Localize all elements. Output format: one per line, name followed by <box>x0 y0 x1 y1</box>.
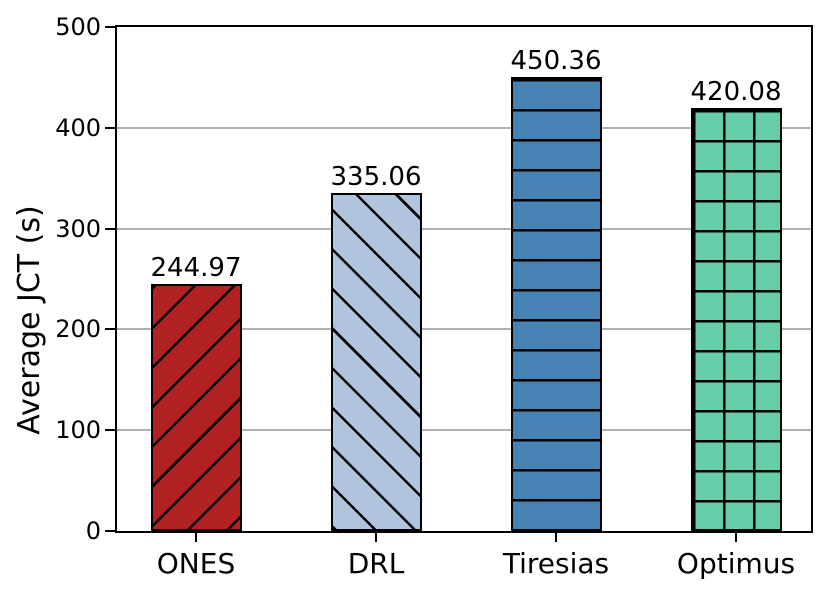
bar-value-label: 244.97 <box>150 253 242 284</box>
y-tick-label: 100 <box>55 416 101 445</box>
y-tick-label: 200 <box>55 315 101 344</box>
x-tick-label-ones: ONES <box>156 547 236 580</box>
x-tick-mark <box>375 533 377 542</box>
y-tick-label: 400 <box>55 113 101 142</box>
x-tick-label-optimus: Optimus <box>676 547 796 580</box>
y-tick-mark <box>105 26 115 28</box>
x-tick-label-tiresias: Tiresias <box>502 547 610 580</box>
gridline <box>117 126 811 129</box>
x-tick-mark <box>195 533 197 542</box>
y-tick-mark <box>105 126 115 129</box>
bar-group-optimus: 420.08 <box>690 27 782 531</box>
bar-tiresias <box>510 77 602 531</box>
y-tick-label: 0 <box>85 517 101 545</box>
bar-ones <box>150 284 242 531</box>
y-tick-mark <box>105 429 115 432</box>
bar-group-drl: 335.06 <box>330 27 422 531</box>
bar-group-ones: 244.97 <box>150 27 242 531</box>
bar-group-tiresias: 450.36 <box>510 27 602 531</box>
y-tick-label: 500 <box>55 13 101 41</box>
x-tick-label-drl: DRL <box>347 547 405 580</box>
y-tick-mark <box>105 530 115 532</box>
y-tick-label: 300 <box>55 214 101 243</box>
bar-value-label: 450.36 <box>510 46 602 77</box>
plot-area: 244.97 335.06 450.36 420.08 <box>115 25 813 533</box>
bar-optimus <box>690 107 782 531</box>
bar-drl <box>330 193 422 531</box>
bar-value-label: 420.08 <box>690 76 782 107</box>
y-tick-mark <box>105 227 115 230</box>
bar-value-label: 335.06 <box>330 162 422 193</box>
gridline <box>117 328 811 331</box>
y-tick-mark <box>105 328 115 331</box>
x-tick-mark <box>735 533 737 542</box>
x-tick-mark <box>555 533 557 542</box>
gridline <box>117 429 811 432</box>
gridline <box>117 227 811 230</box>
